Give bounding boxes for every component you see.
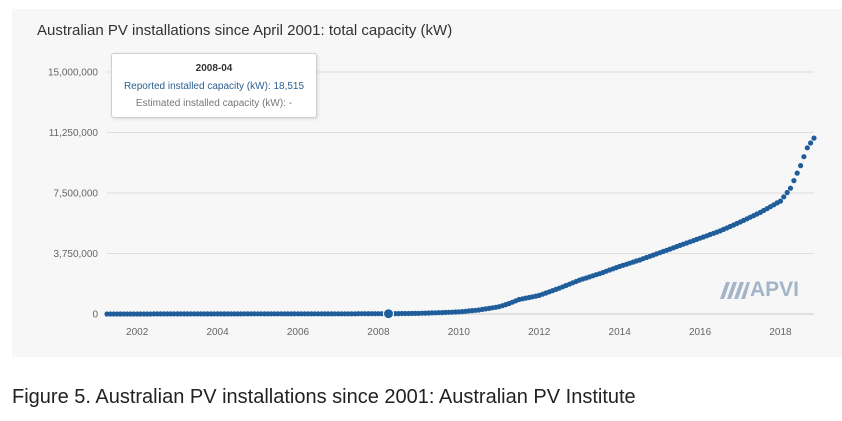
y-axis-ticks: 0 3,750,000 7,500,000 11,250,000 15,000,000 xyxy=(48,68,99,321)
tooltip-date: 2008-04 xyxy=(195,63,233,74)
y-tick-label: 3,750,000 xyxy=(54,249,99,260)
x-tick-label: 2002 xyxy=(126,327,149,338)
data-point[interactable] xyxy=(794,170,800,176)
x-tick-label: 2010 xyxy=(448,327,471,338)
data-points xyxy=(104,135,817,320)
data-point[interactable] xyxy=(791,178,797,184)
data-point[interactable] xyxy=(787,185,794,191)
x-tick-label: 2006 xyxy=(287,327,310,338)
grid-lines xyxy=(107,71,814,315)
chart-panel: Australian PV installations since April … xyxy=(12,9,842,357)
apvi-logo-icon xyxy=(720,281,750,299)
data-point[interactable] xyxy=(811,135,817,141)
x-tick-label: 2012 xyxy=(528,327,551,338)
apvi-logo: APVI xyxy=(720,279,799,301)
tooltip-reported-capacity: Reported installed capacity (kW): 18,515 xyxy=(123,81,305,92)
data-point[interactable] xyxy=(801,154,807,160)
figure-caption: Figure 5. Australian PV installations si… xyxy=(12,386,636,408)
x-tick-label: 2018 xyxy=(769,327,792,338)
y-tick-label: 0 xyxy=(92,310,98,321)
x-tick-label: 2014 xyxy=(609,327,632,338)
apvi-logo-text: APVI xyxy=(750,278,800,301)
x-axis-ticks: 2002 2004 2006 2008 2010 2012 2014 2016 2018 xyxy=(126,327,792,338)
data-point[interactable] xyxy=(777,198,784,204)
x-tick-label: 2008 xyxy=(367,327,390,338)
x-tick-label: 2016 xyxy=(689,327,712,338)
highlighted-data-point[interactable] xyxy=(383,308,394,320)
data-point[interactable] xyxy=(784,189,790,196)
data-tooltip: 2008-04 Reported installed capacity (kW)… xyxy=(111,53,317,118)
tooltip-estimated-capacity: Estimated installed capacity (kW): - xyxy=(135,98,293,109)
data-point[interactable] xyxy=(781,194,787,200)
chart-title: Australian PV installations since April … xyxy=(37,22,453,39)
y-tick-label: 11,250,000 xyxy=(49,128,99,139)
data-point[interactable] xyxy=(808,140,814,146)
data-point[interactable] xyxy=(804,145,810,151)
chart-plot-area[interactable]: 03,750,0007,500,00011,250,00015,000,000 … xyxy=(12,9,842,357)
x-tick-label: 2004 xyxy=(206,327,229,338)
y-tick-label: 15,000,000 xyxy=(48,68,98,79)
data-point[interactable] xyxy=(798,163,804,169)
y-tick-label: 7,500,000 xyxy=(54,189,99,200)
